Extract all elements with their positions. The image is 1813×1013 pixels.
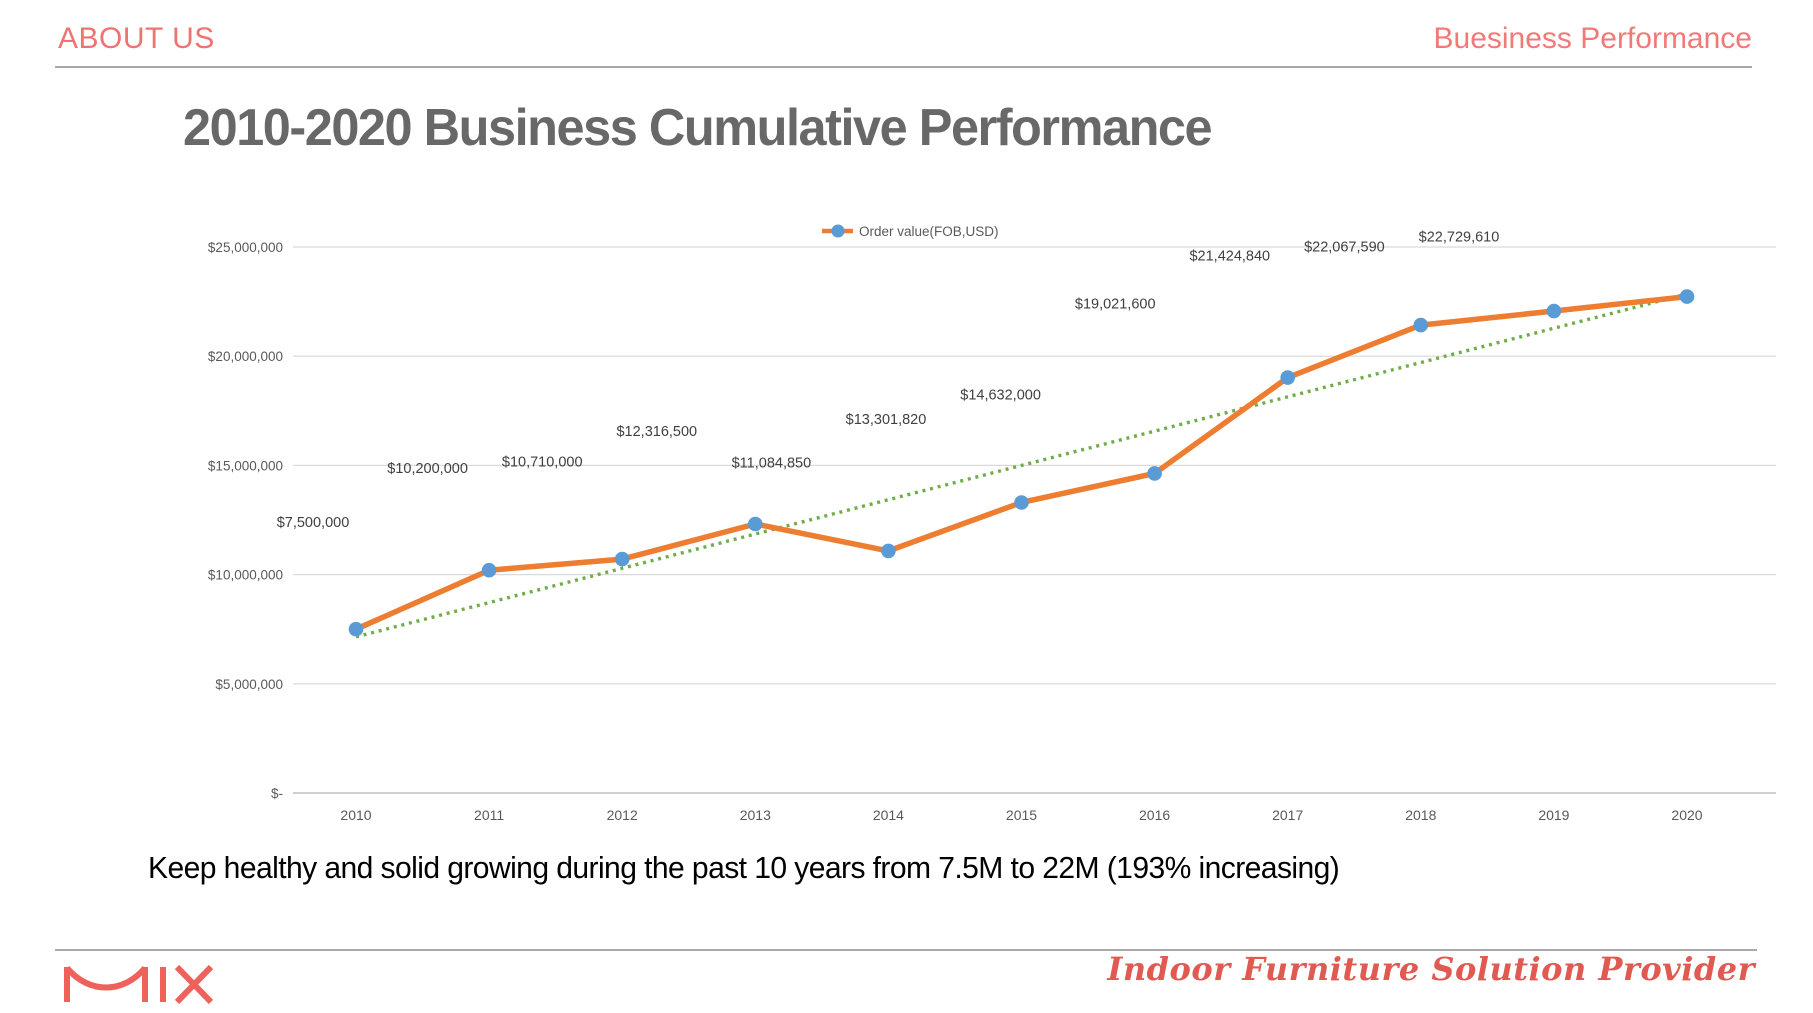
x-tick-label: 2017 <box>1272 807 1303 823</box>
data-point-2012 <box>614 551 630 567</box>
chart-area: $25,000,000 $20,000,000 $15,000,000 $10,000… <box>0 190 1813 840</box>
x-tick-label: 2013 <box>740 807 771 823</box>
data-label: $12,316,500 <box>616 424 697 440</box>
y-tick-label: $15,000,000 <box>208 458 283 473</box>
data-point-2015 <box>1014 495 1029 510</box>
trendline <box>355 292 1688 639</box>
y-tick-label: $5,000,000 <box>215 677 283 692</box>
data-label: $10,200,000 <box>387 461 468 477</box>
data-label: $14,632,000 <box>960 388 1041 404</box>
data-label: $22,067,590 <box>1304 239 1385 255</box>
data-point-2013 <box>748 516 763 532</box>
x-tick-label: 2016 <box>1139 807 1170 823</box>
legend-label: Order value(FOB,USD) <box>859 224 999 239</box>
x-tick-label: 2018 <box>1405 807 1436 823</box>
x-tick-label: 2011 <box>474 807 504 823</box>
gridlines <box>293 246 1776 794</box>
legend-marker-sample <box>831 224 845 238</box>
y-tick-label: $25,000,000 <box>208 240 283 255</box>
data-label: $19,021,600 <box>1075 296 1156 312</box>
data-label: $10,710,000 <box>502 454 583 470</box>
data-point-2011 <box>481 562 497 578</box>
y-tick-label: $- <box>271 786 283 801</box>
data-label: $21,424,840 <box>1189 249 1270 265</box>
y-axis-tick-labels: $25,000,000 $20,000,000 $15,000,000 $10,000… <box>208 240 283 801</box>
company-logo <box>63 958 215 1009</box>
x-tick-label: 2012 <box>607 807 638 823</box>
data-label: $13,301,820 <box>846 412 927 428</box>
series-markers <box>348 289 1695 637</box>
y-tick-label: $20,000,000 <box>208 349 283 364</box>
footer-divider <box>55 949 1757 951</box>
header-page-label: Buesiness Performance <box>1433 22 1753 55</box>
mix-logo-icon <box>64 964 214 1005</box>
performance-chart: $25,000,000 $20,000,000 $15,000,000 $10,000… <box>208 224 1776 823</box>
data-point-2014 <box>881 543 896 559</box>
x-tick-label: 2015 <box>1006 807 1037 823</box>
data-point-2010 <box>348 621 364 637</box>
data-point-2020 <box>1679 289 1695 304</box>
slide-title: 2010-2020 Business Cumulative Performanc… <box>183 99 1213 157</box>
trendline-dotted <box>355 292 1688 639</box>
x-axis-tick-labels: 2010 2011 2012 2013 2014 2015 2016 2017 2018 2019… <box>340 807 1702 823</box>
data-point-2017 <box>1280 370 1295 385</box>
y-tick-label: $10,000,000 <box>208 568 283 583</box>
data-label: $7,500,000 <box>277 515 350 531</box>
data-point-2019 <box>1546 303 1562 319</box>
x-tick-label: 2010 <box>340 807 371 823</box>
legend: Order value(FOB,USD) <box>822 224 999 239</box>
footer-tagline: Indoor Furniture Solution Provider <box>1107 950 1755 988</box>
data-label: $22,729,610 <box>1419 230 1500 246</box>
data-point-2018 <box>1413 317 1429 333</box>
data-labels: $7,500,000 $10,200,000 $10,710,000 $12,316,… <box>277 230 1500 532</box>
header-section-label: ABOUT US <box>58 22 215 55</box>
header-divider <box>55 66 1752 68</box>
data-point-2016 <box>1147 466 1162 481</box>
slide-caption: Keep healthy and solid growing during th… <box>148 850 1340 885</box>
x-tick-label: 2020 <box>1671 807 1702 823</box>
x-tick-label: 2019 <box>1538 807 1569 823</box>
x-tick-label: 2014 <box>873 807 904 823</box>
data-label: $11,084,850 <box>732 456 812 472</box>
